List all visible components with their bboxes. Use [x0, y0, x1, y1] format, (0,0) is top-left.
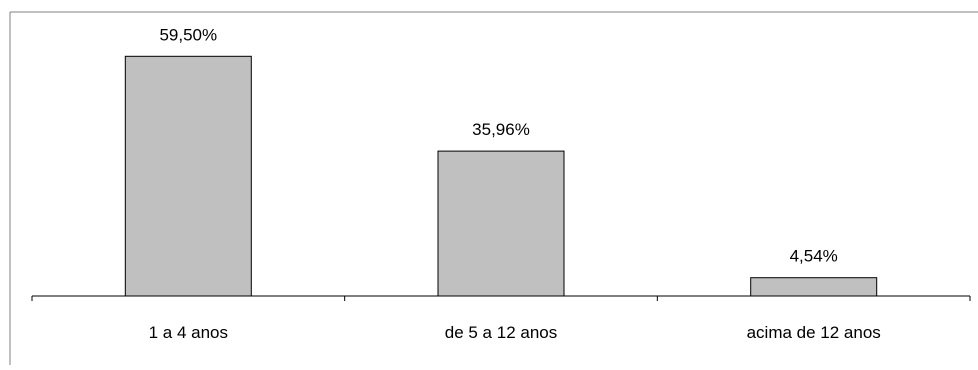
x-tick-label: 1 a 4 anos: [149, 323, 228, 342]
data-label: 59,50%: [159, 25, 217, 44]
x-tick-label: acima de 12 anos: [747, 323, 881, 342]
x-tick-labels-group: 1 a 4 anos de 5 a 12 anos acima de 12 anos: [149, 323, 881, 342]
chart-frame: [9, 11, 978, 365]
x-axis: [31, 295, 971, 301]
data-label: 35,96%: [472, 120, 530, 139]
x-tick-label: de 5 a 12 anos: [445, 323, 557, 342]
bar-2: [437, 150, 565, 297]
data-labels-group: 59,50% 35,96% 4,54%: [159, 25, 837, 265]
data-label: 4,54%: [790, 247, 838, 266]
bar-3: [750, 277, 878, 297]
bar-1: [124, 55, 252, 297]
bars-group: [124, 55, 878, 297]
